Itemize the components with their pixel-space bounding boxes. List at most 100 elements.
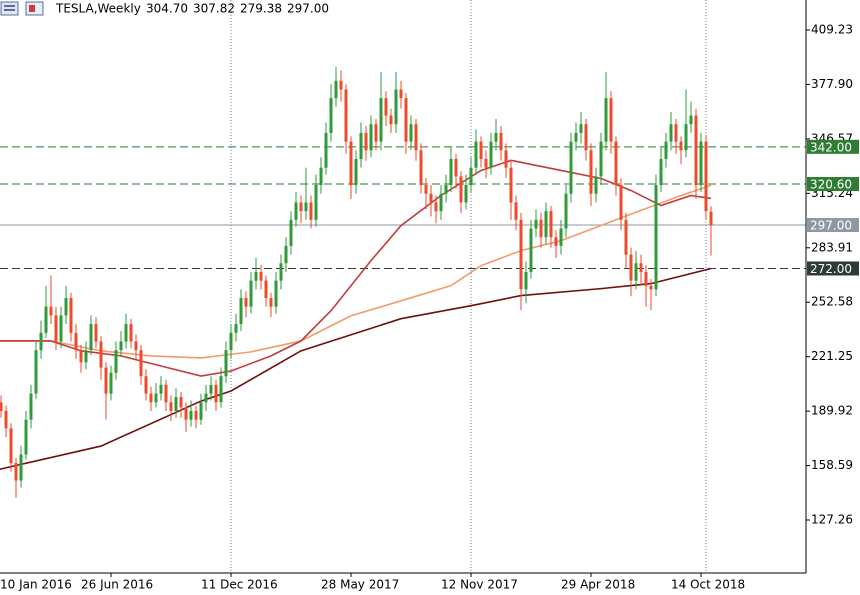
- x-tick-label: 29 Apr 2018: [561, 578, 635, 592]
- candle-body: [504, 150, 508, 168]
- candle-body: [614, 141, 618, 186]
- candle-body: [154, 393, 158, 403]
- candle-body: [29, 393, 33, 420]
- candle-body: [104, 367, 108, 394]
- candle-body: [409, 124, 413, 142]
- level-label: 320.60: [810, 178, 852, 192]
- candle-body: [379, 98, 383, 142]
- candle-body: [99, 341, 103, 368]
- candle-body: [399, 89, 403, 99]
- candle-body: [464, 185, 468, 203]
- candle-body: [634, 263, 638, 281]
- candle-body: [604, 98, 608, 142]
- candle-body: [564, 193, 568, 229]
- candle-body: [609, 98, 613, 142]
- candle-body: [354, 158, 358, 186]
- candle-body: [629, 254, 633, 281]
- candle-body: [74, 332, 78, 351]
- candle-body: [164, 384, 168, 403]
- level-label: 272.00: [810, 262, 852, 276]
- axes: 409.23377.90346.57315.24283.91252.58221.…: [0, 22, 859, 592]
- candle-body: [659, 158, 663, 186]
- candle-body: [89, 324, 93, 351]
- candle-body: [219, 376, 223, 403]
- candle-body: [139, 350, 143, 377]
- y-tick-label: 189.92: [811, 404, 853, 418]
- candle-body: [454, 158, 458, 177]
- candle-body: [144, 376, 148, 394]
- candle-body: [389, 115, 393, 125]
- candle-body: [109, 372, 113, 394]
- level-label-box: [807, 139, 859, 154]
- candle-body: [69, 298, 73, 333]
- candle-body: [599, 141, 603, 177]
- candle-body: [679, 141, 683, 151]
- candle-body: [484, 158, 488, 168]
- y-tick-label: 252.58: [811, 295, 853, 309]
- y-tick-label: 221.25: [811, 349, 853, 363]
- x-tick-label: 11 Dec 2016: [201, 578, 278, 592]
- candle-body: [359, 132, 363, 159]
- candle-body: [469, 167, 473, 186]
- candle-body: [394, 89, 398, 125]
- candle-body: [539, 219, 543, 238]
- candle-body: [414, 124, 418, 151]
- level-label: 342.00: [810, 140, 852, 154]
- candle-body: [339, 80, 343, 90]
- candle-body: [204, 393, 208, 403]
- x-tick-label: 28 May 2017: [321, 578, 399, 592]
- candle-body: [584, 124, 588, 151]
- candle-body: [324, 132, 328, 168]
- candle-body: [574, 132, 578, 142]
- level-label-box: [807, 261, 859, 276]
- y-tick-label: 409.23: [811, 22, 853, 36]
- header-high: 307.82: [193, 2, 235, 16]
- candle-body: [84, 350, 88, 363]
- candle-body: [549, 211, 553, 238]
- candle-body: [289, 219, 293, 246]
- candle-body: [194, 410, 198, 420]
- candle-body: [114, 350, 118, 373]
- candle-body: [709, 211, 713, 226]
- x-tick-label: 12 Nov 2017: [441, 578, 518, 592]
- candle-body: [294, 202, 298, 220]
- candle-body: [554, 237, 558, 246]
- candle-body: [579, 124, 583, 133]
- candle-body: [259, 271, 263, 281]
- candle-body: [14, 463, 18, 481]
- candle-body: [269, 298, 273, 307]
- level-label-box: [807, 177, 859, 192]
- candle-body: [184, 407, 188, 420]
- candle-body: [189, 410, 193, 420]
- candle-body: [499, 132, 503, 151]
- y-tick-label: 127.26: [811, 513, 853, 527]
- x-tick-label: 26 Jun 2016: [81, 578, 153, 592]
- candle-body: [209, 384, 213, 394]
- candle-body: [0, 402, 3, 411]
- candle-body: [669, 124, 673, 142]
- plot-area: [0, 0, 806, 573]
- candle-body: [704, 141, 708, 212]
- candle-body: [559, 228, 563, 246]
- candle-body: [624, 219, 628, 255]
- candle-body: [239, 298, 243, 325]
- candle-body: [694, 115, 698, 186]
- candle-body: [449, 158, 453, 186]
- candle-body: [124, 324, 128, 342]
- candle-body: [519, 219, 523, 290]
- candle-body: [439, 193, 443, 212]
- moving-average-line: [0, 184, 712, 359]
- candle-body: [649, 285, 653, 290]
- moving-average-line: [0, 267, 712, 471]
- candle-body: [644, 271, 648, 286]
- candle-body: [349, 141, 353, 186]
- candle-body: [19, 454, 23, 481]
- candle-body: [654, 185, 658, 290]
- candle-body: [179, 397, 183, 408]
- candle-body: [129, 324, 133, 342]
- candle-body: [619, 185, 623, 220]
- candle-body: [149, 393, 153, 403]
- candle-body: [429, 193, 433, 203]
- candle-body: [24, 419, 28, 455]
- candle-body: [9, 428, 13, 464]
